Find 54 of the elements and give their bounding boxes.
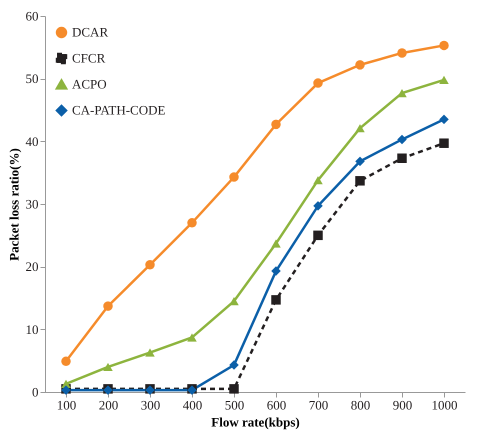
point bbox=[439, 138, 449, 148]
point bbox=[313, 176, 323, 184]
x-tick-label: 1000 bbox=[432, 398, 458, 412]
point bbox=[229, 360, 239, 370]
x-axis-title: Flow rate(kbps) bbox=[211, 414, 300, 430]
point bbox=[355, 176, 365, 186]
legend-label: ACPO bbox=[72, 76, 107, 92]
x-tick-label: 300 bbox=[140, 398, 160, 412]
x-tick-label: 900 bbox=[392, 398, 412, 412]
y-tick-label: 40 bbox=[26, 134, 38, 149]
point bbox=[313, 78, 323, 88]
x-tick-label: 700 bbox=[308, 398, 328, 412]
point bbox=[187, 333, 197, 342]
point bbox=[271, 295, 281, 305]
point bbox=[187, 218, 197, 228]
point bbox=[271, 239, 281, 248]
point bbox=[313, 230, 323, 240]
point bbox=[271, 120, 281, 130]
point bbox=[229, 297, 239, 306]
point bbox=[439, 114, 449, 124]
y-tick-label: 20 bbox=[26, 259, 38, 274]
point bbox=[103, 301, 113, 311]
y-tick-label: 60 bbox=[26, 8, 38, 24]
y-tick-label: 30 bbox=[26, 196, 38, 212]
point bbox=[355, 156, 365, 166]
y-axis-title: Packet loss ratio(%) bbox=[6, 148, 22, 261]
point bbox=[397, 88, 407, 98]
x-tick-label: 400 bbox=[182, 398, 202, 412]
point bbox=[229, 384, 239, 394]
y-tick-label: 10 bbox=[26, 322, 38, 337]
point bbox=[355, 60, 365, 70]
point bbox=[397, 134, 407, 144]
point bbox=[397, 48, 407, 58]
point bbox=[313, 201, 323, 211]
legend-label: CA-PATH-CODE bbox=[72, 102, 166, 118]
x-tick-label: 200 bbox=[98, 398, 118, 412]
x-tick-label: 500 bbox=[224, 398, 244, 412]
point bbox=[355, 124, 365, 132]
point bbox=[61, 356, 71, 366]
point bbox=[145, 260, 155, 270]
x-tick-label: 600 bbox=[266, 398, 286, 412]
point bbox=[229, 172, 239, 182]
point bbox=[271, 266, 281, 276]
x-tick-label: 100 bbox=[56, 398, 76, 412]
point bbox=[103, 362, 113, 372]
point bbox=[439, 76, 449, 84]
legend-label: CFCR bbox=[72, 50, 106, 66]
point bbox=[145, 348, 155, 357]
point bbox=[439, 40, 449, 50]
y-tick-label: 0 bbox=[32, 384, 38, 400]
y-tick-label: 50 bbox=[26, 71, 38, 86]
legend-label: DCAR bbox=[72, 24, 108, 40]
point bbox=[397, 154, 407, 163]
x-tick-label: 800 bbox=[350, 398, 370, 412]
